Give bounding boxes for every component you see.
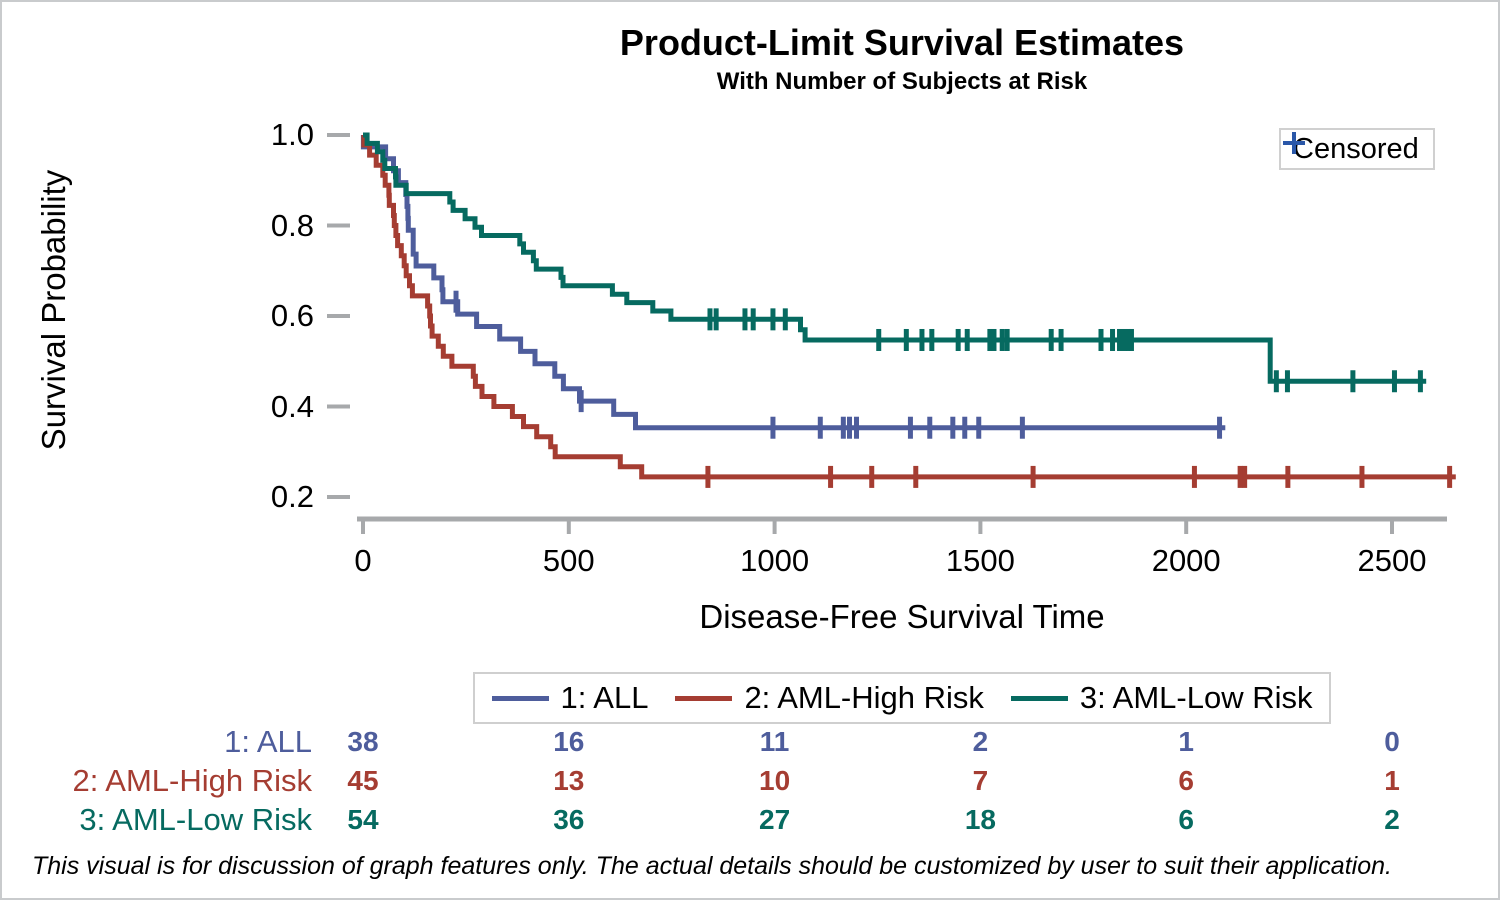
at-risk-value: 7 (972, 765, 989, 796)
x-tick-label: 0 (354, 543, 372, 578)
y-tick-label: 0.6 (270, 298, 314, 333)
at-risk-value: 54 (347, 804, 379, 835)
y-tick-label: 0.8 (270, 207, 314, 243)
x-tick-label: 1500 (945, 543, 1015, 578)
at-risk-value: 38 (347, 726, 379, 757)
x-tick-label: 2500 (1357, 543, 1427, 578)
chart-title: Product-Limit Survival Estimates (619, 22, 1185, 63)
at-risk-row: 3: AML-Low Risk 54 36 27 18 6 2 (2, 801, 1498, 839)
at-risk-value: 27 (759, 804, 791, 835)
legend-item: 2: AML-High Risk (675, 680, 984, 716)
at-risk-value: 0 (1384, 726, 1400, 757)
legend-item: 3: AML-Low Risk (1010, 680, 1313, 716)
at-risk-value: 18 (964, 804, 996, 835)
legend-label: 2: AML-High Risk (744, 680, 984, 715)
y-tick-label: 0.4 (270, 388, 314, 424)
at-risk-value: 6 (1178, 765, 1194, 796)
censored-legend-label: Censored (1293, 132, 1419, 165)
at-risk-value: 16 (553, 726, 585, 757)
at-risk-value: 2 (1384, 804, 1400, 835)
at-risk-row-label: 1: ALL (224, 724, 312, 759)
x-tick-label: 2000 (1151, 543, 1221, 578)
at-risk-value: 10 (759, 765, 791, 796)
at-risk-value: 2 (972, 726, 989, 757)
at-risk-value: 6 (1178, 804, 1194, 835)
series-legend-wrap: 1: ALL 2: AML-High Risk 3: AML-Low Risk (357, 672, 1447, 724)
legend-item: 1: ALL (491, 680, 649, 716)
x-tick-label: 500 (542, 543, 595, 578)
at-risk-value: 1 (1178, 726, 1194, 757)
at-risk-value: 13 (553, 765, 585, 796)
km-curve (363, 132, 1427, 384)
censored-legend: Censored (1279, 128, 1435, 170)
censored-plus-icon (1283, 132, 1305, 154)
legend-line-swatch (675, 695, 733, 701)
legend-label: 1: ALL (560, 680, 649, 715)
at-risk-value: 11 (759, 726, 790, 757)
footnote: This visual is for discussion of graph f… (32, 852, 1392, 880)
at-risk-row-label: 2: AML-High Risk (72, 763, 312, 798)
legend-line-swatch (491, 695, 549, 701)
at-risk-value: 45 (347, 765, 379, 796)
at-risk-row: 2: AML-High Risk 45 13 10 7 6 1 (2, 762, 1498, 800)
y-tick-label: 1.0 (270, 117, 314, 152)
at-risk-row: 1: ALL 38 16 11 2 1 0 (2, 723, 1498, 761)
y-tick-label: 0.2 (270, 479, 314, 514)
x-tick-label: 1000 (740, 543, 810, 578)
legend-line-swatch (1010, 695, 1068, 701)
series-legend: 1: ALL 2: AML-High Risk 3: AML-Low Risk (472, 672, 1332, 724)
x-axis-title: Disease-Free Survival Time (699, 598, 1105, 635)
at-risk-row-label: 3: AML-Low Risk (79, 802, 312, 837)
chart-subtitle: With Number of Subjects at Risk (716, 68, 1088, 95)
at-risk-value: 36 (553, 804, 585, 835)
km-curve (360, 132, 1226, 431)
legend-label: 3: AML-Low Risk (1079, 680, 1313, 715)
at-risk-value: 1 (1384, 765, 1400, 796)
km-curve (361, 132, 1456, 480)
